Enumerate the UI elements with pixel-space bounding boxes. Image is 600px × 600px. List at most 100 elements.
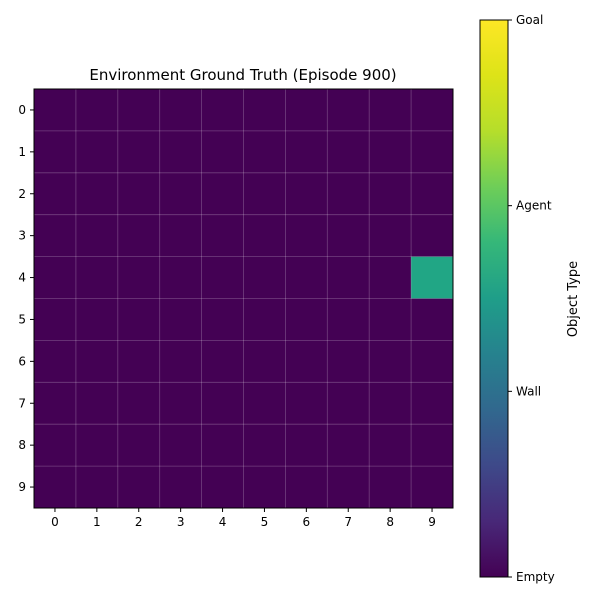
heatmap-cell — [285, 424, 328, 467]
x-tick-label: 9 — [428, 515, 436, 529]
grid-lines — [34, 89, 453, 508]
heatmap-cell — [285, 130, 328, 174]
heatmap-cell — [327, 214, 370, 258]
heatmap-cell — [159, 424, 203, 467]
colorbar-tick-label: Goal — [516, 13, 543, 27]
y-tick-label: 0 — [18, 103, 26, 117]
heatmap-cell — [75, 256, 119, 299]
heatmap-cell — [117, 382, 161, 425]
heatmap-cell — [117, 340, 161, 383]
heatmap-cell — [159, 256, 203, 299]
heatmap-cell — [327, 172, 370, 216]
colorbar-tick-label: Wall — [516, 384, 541, 398]
heatmap-cell — [34, 130, 77, 174]
heatmap-cell — [327, 466, 370, 509]
heatmap-cell — [369, 382, 412, 425]
heatmap-cell — [411, 89, 454, 132]
heatmap-cell — [159, 130, 203, 174]
chart-title: Environment Ground Truth (Episode 900) — [89, 66, 396, 84]
x-tick-label: 6 — [303, 515, 311, 529]
heatmap-cell — [34, 382, 77, 425]
heatmap-cell — [327, 424, 370, 467]
heatmap-cell — [327, 256, 370, 299]
heatmap-cell — [117, 424, 161, 467]
heatmap-cell — [285, 382, 328, 425]
heatmap-cell — [34, 172, 77, 216]
heatmap-cell — [201, 89, 244, 132]
plot-frame — [33, 88, 454, 509]
heatmap-cell — [369, 130, 412, 174]
heatmap-cell — [285, 466, 328, 509]
heatmap-cell — [369, 298, 412, 341]
heatmap-cell — [327, 298, 370, 341]
x-tick-label: 0 — [51, 515, 59, 529]
y-tick-label: 8 — [18, 438, 26, 452]
heatmap-cell — [243, 256, 286, 299]
heatmap-cell — [243, 466, 286, 509]
heatmap-cell — [201, 172, 244, 216]
heatmap-cell — [411, 340, 454, 383]
colorbar-tick-label: Agent — [516, 199, 552, 213]
colorbar-ticks: Empty Wall Agent Goal — [508, 13, 555, 584]
x-axis-ticks: 0 1 2 3 4 5 6 7 8 9 — [51, 508, 436, 529]
heatmap-cell — [285, 172, 328, 216]
heatmap-cell — [243, 298, 286, 341]
heatmap-cell — [411, 298, 454, 341]
heatmap-cell — [327, 340, 370, 383]
heatmap-cell — [327, 382, 370, 425]
heatmap-cells — [34, 89, 454, 509]
heatmap-cell — [243, 340, 286, 383]
heatmap-cell — [285, 256, 328, 299]
heatmap-cell — [159, 340, 203, 383]
heatmap-cell — [34, 424, 77, 467]
heatmap-cell — [243, 424, 286, 467]
heatmap-cell — [34, 214, 77, 258]
y-tick-label: 2 — [18, 187, 26, 201]
heatmap-cell — [411, 130, 454, 174]
heatmap-cell — [243, 89, 286, 132]
y-tick-label: 7 — [18, 396, 26, 410]
heatmap-cell — [201, 424, 244, 467]
heatmap-cell — [34, 340, 77, 383]
heatmap-cell — [243, 172, 286, 216]
heatmap-cell — [117, 130, 161, 174]
heatmap-cell — [243, 130, 286, 174]
y-tick-label: 3 — [18, 229, 26, 243]
y-axis-ticks: 0 1 2 3 4 5 6 7 8 9 — [18, 103, 34, 494]
heatmap-cell — [327, 89, 370, 132]
colorbar-tick-label: Empty — [516, 570, 555, 584]
heatmap-cell — [75, 340, 119, 383]
heatmap-cell — [369, 214, 412, 258]
heatmap-cell — [369, 340, 412, 383]
heatmap-cell — [411, 256, 454, 299]
heatmap-cell — [159, 466, 203, 509]
heatmap-cell — [285, 89, 328, 132]
heatmap-cell — [369, 89, 412, 132]
heatmap-cell — [117, 298, 161, 341]
heatmap-cell — [117, 466, 161, 509]
heatmap-cell — [159, 298, 203, 341]
heatmap-cell — [201, 256, 244, 299]
heatmap-cell — [285, 214, 328, 258]
heatmap-cell — [159, 89, 203, 132]
heatmap-cell — [285, 340, 328, 383]
heatmap-cell — [117, 89, 161, 132]
heatmap-cell — [34, 466, 77, 509]
heatmap-cell — [411, 466, 454, 509]
y-tick-label: 9 — [18, 480, 26, 494]
heatmap-cell — [369, 256, 412, 299]
heatmap-cell — [159, 214, 203, 258]
heatmap-cell — [411, 424, 454, 467]
x-tick-label: 2 — [135, 515, 143, 529]
heatmap-cell — [411, 172, 454, 216]
heatmap-cell — [369, 466, 412, 509]
colorbar — [479, 19, 509, 578]
heatmap-cell — [75, 130, 119, 174]
heatmap-cell — [201, 298, 244, 341]
heatmap-cell — [243, 382, 286, 425]
heatmap-cell — [117, 214, 161, 258]
heatmap-cell — [75, 424, 119, 467]
heatmap-cell — [75, 466, 119, 509]
colorbar-label: Object Type — [566, 261, 581, 337]
